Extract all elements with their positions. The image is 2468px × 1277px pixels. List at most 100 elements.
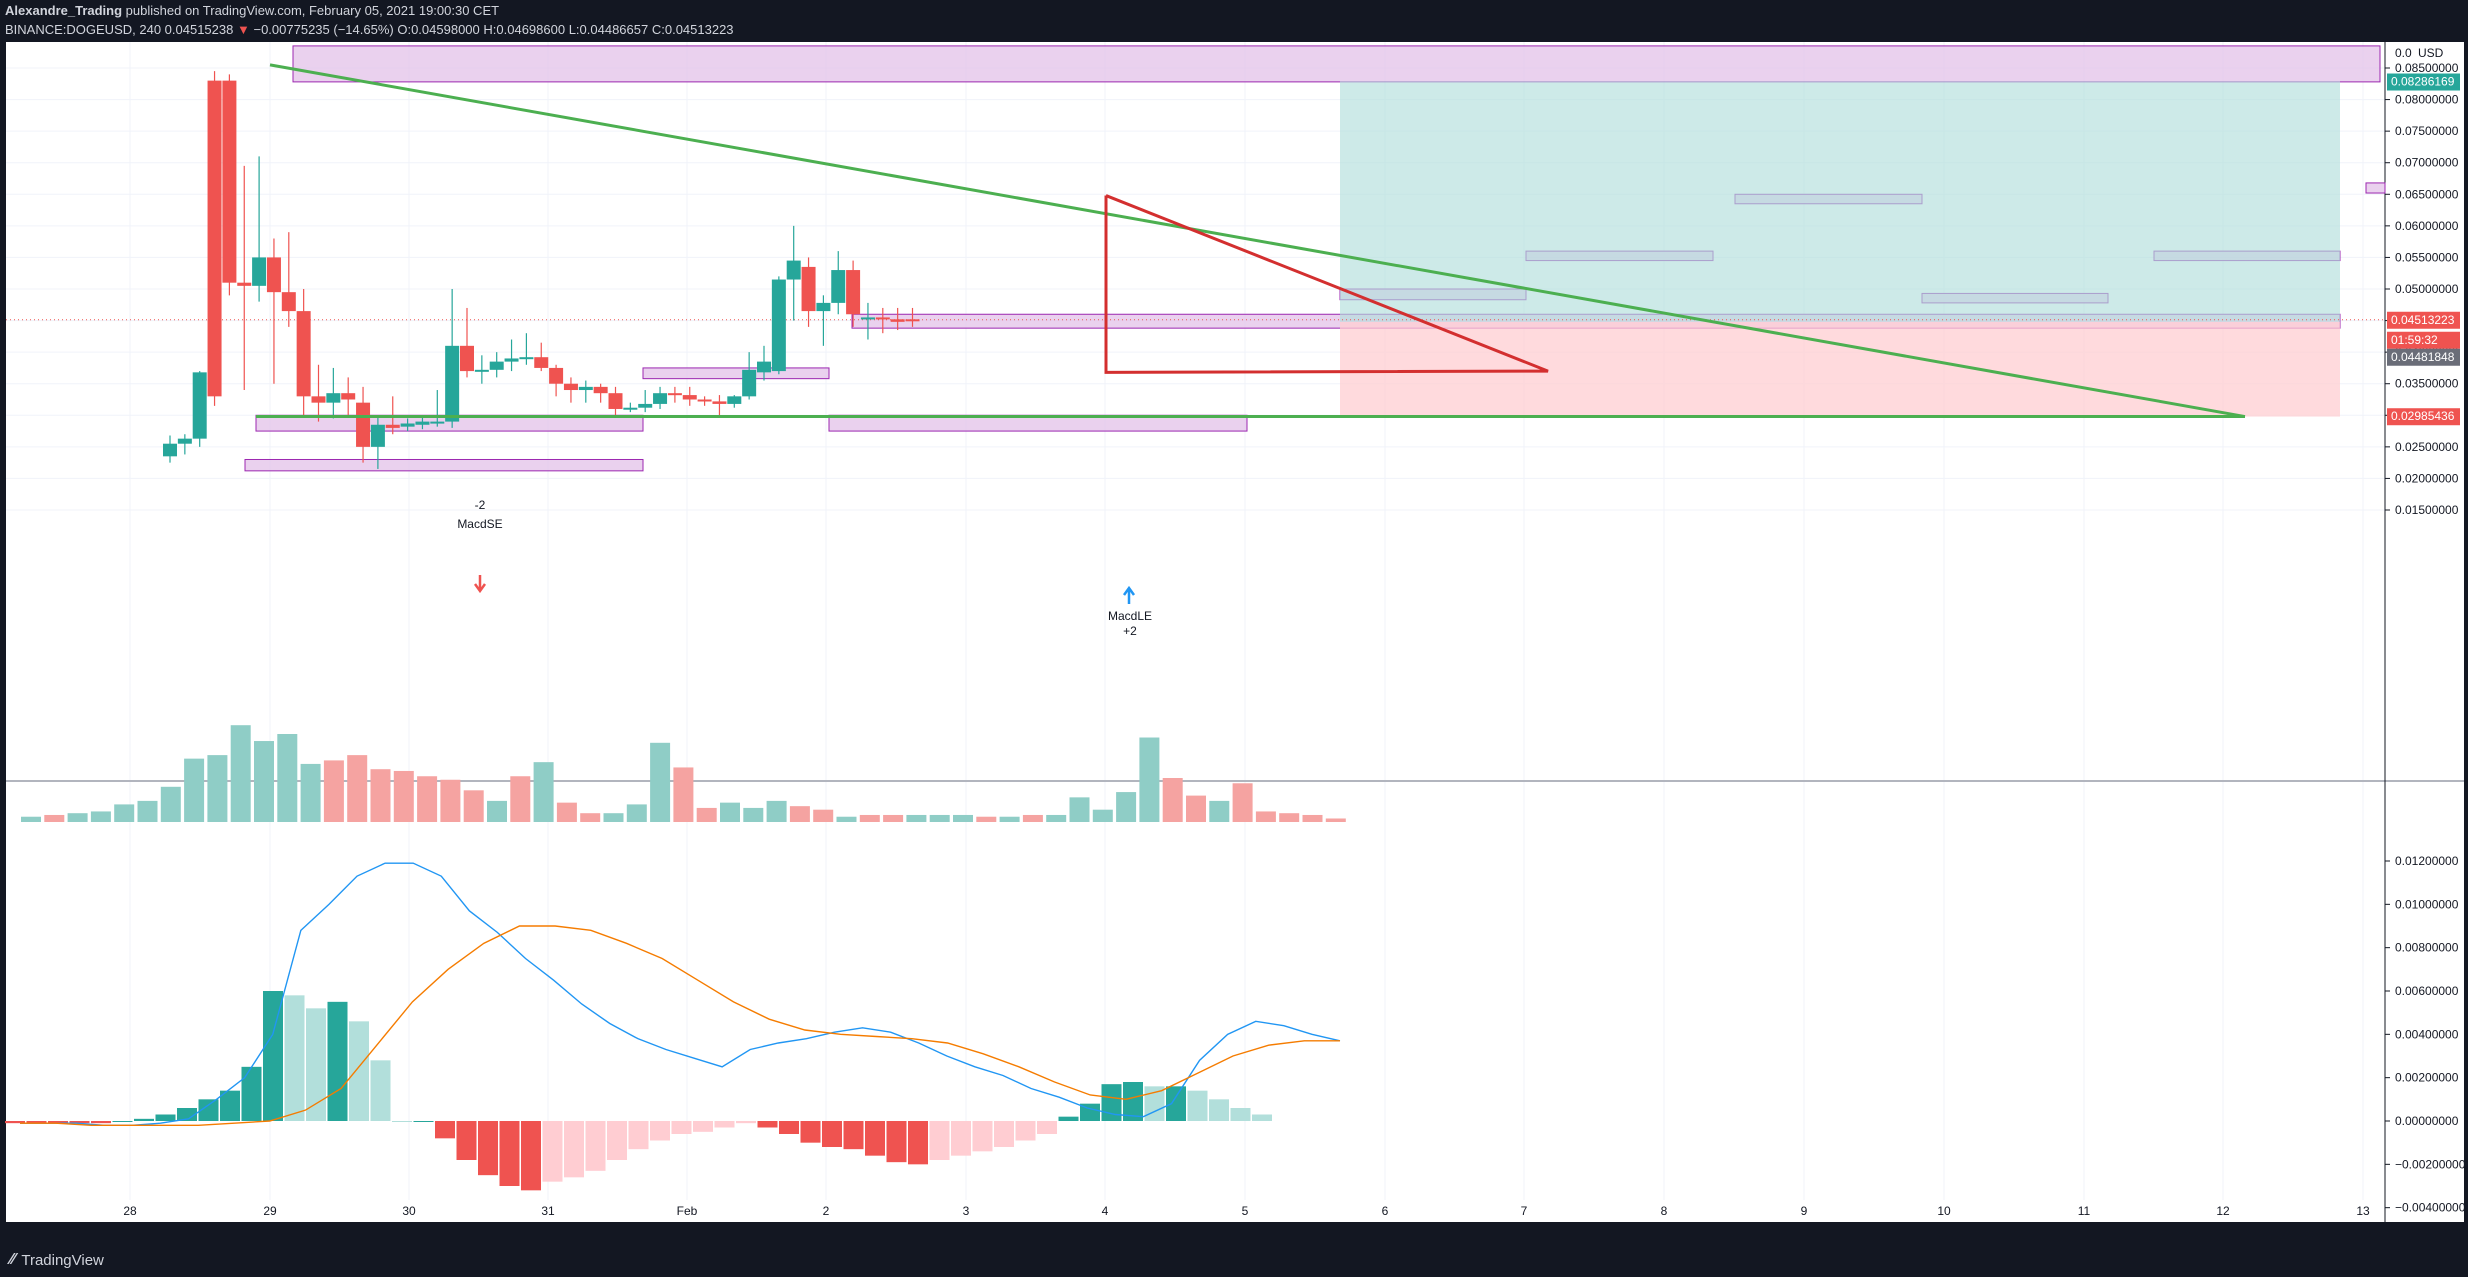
target-price-label-bg [2387, 73, 2460, 91]
volume-bar [230, 725, 251, 822]
candle-body [474, 369, 489, 372]
time-tick-label: 2 [823, 1204, 830, 1218]
price-tick-label: 0.08500000 [2395, 61, 2459, 75]
volume-bar [1232, 783, 1253, 822]
candle-body [816, 302, 831, 312]
macd-hist-bar [392, 1121, 412, 1122]
volume-bar [1116, 792, 1137, 822]
author-name[interactable]: Alexandre_Trading [5, 3, 123, 18]
macd-se-label: -2 [475, 498, 486, 512]
price-tick-label: 0.05500000 [2395, 250, 2459, 264]
volume-bar [836, 816, 857, 822]
countdown-label-bg [2387, 331, 2460, 349]
candle-body [266, 257, 281, 293]
macd-hist-bar [951, 1121, 971, 1156]
volume-bar [323, 760, 344, 822]
candle-body [296, 311, 311, 397]
time-tick-label: 31 [541, 1204, 555, 1218]
macd-hist-bar [220, 1090, 240, 1121]
stop-price-label: 0.02985436 [2391, 409, 2455, 423]
tradingview-logo[interactable]: ⁄⁄ TradingView [10, 1251, 104, 1269]
volume-bar [1279, 813, 1300, 822]
volume-bar [67, 813, 88, 822]
volume-bar [696, 807, 717, 822]
support-zone [642, 367, 830, 380]
volume-bar [207, 755, 228, 822]
volume-bar [277, 734, 298, 822]
candle-body [578, 386, 593, 391]
candle-body [311, 396, 326, 403]
descending-trendline [269, 63, 2246, 419]
price-change: −0.00775235 (−14.65%) [253, 22, 394, 37]
low-label: L: [568, 22, 580, 37]
candle-body [890, 319, 905, 322]
target-price-label: 0.08286169 [2391, 75, 2455, 89]
macd-hist-bar [994, 1121, 1014, 1147]
volume-bar [1092, 809, 1113, 822]
macd-tick-label: 0.00600000 [2395, 984, 2459, 998]
macd-hist-bar [306, 1008, 326, 1121]
volume-bar [463, 790, 484, 822]
macd-hist-bar [155, 1114, 176, 1121]
volume-bar [1139, 737, 1160, 822]
candle-body [489, 361, 504, 370]
macd-hist-bar [69, 1121, 90, 1124]
macd-hist-bar [542, 1121, 563, 1182]
price-top-label: 0.0 [2395, 46, 2412, 60]
time-tick-label: 8 [1661, 1204, 1668, 1218]
candle-body [534, 357, 549, 368]
down-arrow-icon: ▼ [236, 22, 250, 37]
volume-bar [510, 776, 531, 822]
macd-hist-bar [456, 1121, 477, 1160]
volume-bar [1325, 818, 1346, 822]
macd-le-label: +2 [1123, 624, 1137, 638]
price-tick-label: 0.07000000 [2395, 156, 2459, 170]
macd-hist-bar [1080, 1103, 1100, 1121]
candle-body [281, 292, 296, 312]
symbol-label[interactable]: BINANCE:DOGEUSD, 240 [5, 22, 162, 37]
volume-bar [720, 802, 740, 822]
volume-bar [906, 814, 927, 822]
candle-body [623, 407, 638, 410]
macd-hist-bar [693, 1121, 713, 1132]
chart-canvas[interactable]: 0.015000000.020000000.025000000.03000000… [0, 42, 2468, 1243]
volume-bar [1255, 811, 1276, 822]
publish-info: Alexandre_Trading published on TradingVi… [5, 3, 499, 18]
candle-body [192, 372, 207, 439]
candle-body [549, 367, 564, 384]
volume-bar [1069, 797, 1090, 822]
volume-bar [1046, 814, 1067, 822]
volume-bar [813, 809, 834, 822]
macd-tick-label: 0.00400000 [2395, 1027, 2459, 1041]
macd-hist-bar [886, 1121, 907, 1163]
macd-hist-bar [650, 1121, 670, 1141]
time-tick-label: 30 [402, 1204, 416, 1218]
candle-body [341, 393, 356, 400]
volume-bar [976, 816, 997, 822]
volume-bar [184, 758, 205, 822]
candle-body [712, 401, 727, 404]
macd-pane [6, 782, 2385, 1200]
candle-body [905, 319, 920, 322]
volume-bar [673, 767, 694, 822]
high-value: 0.04698600 [496, 22, 566, 37]
stop-price-label-bg [2387, 408, 2460, 426]
last-price-label-bg [2387, 311, 2460, 329]
macd-hist-bar [908, 1121, 928, 1165]
volume-bar [789, 806, 810, 822]
last-price-label: 0.04513223 [2391, 313, 2455, 327]
price-tick-label: 0.06000000 [2395, 219, 2459, 233]
candle-body [831, 270, 846, 303]
volume-bar [929, 814, 950, 822]
macd-hist-bar [112, 1121, 133, 1122]
macd-hist-bar [177, 1108, 197, 1121]
entry-price-label: 0.04481848 [2391, 350, 2455, 364]
macd-hist-bar [843, 1121, 864, 1150]
candle-body [445, 345, 460, 422]
currency-label: USD [2418, 46, 2444, 60]
price-tick-label: 0.02500000 [2395, 440, 2459, 454]
macd-hist-bar [241, 1066, 262, 1121]
candle-body [370, 424, 385, 447]
macd-hist-bar [1252, 1114, 1272, 1121]
macd-hist-bar [607, 1121, 627, 1160]
